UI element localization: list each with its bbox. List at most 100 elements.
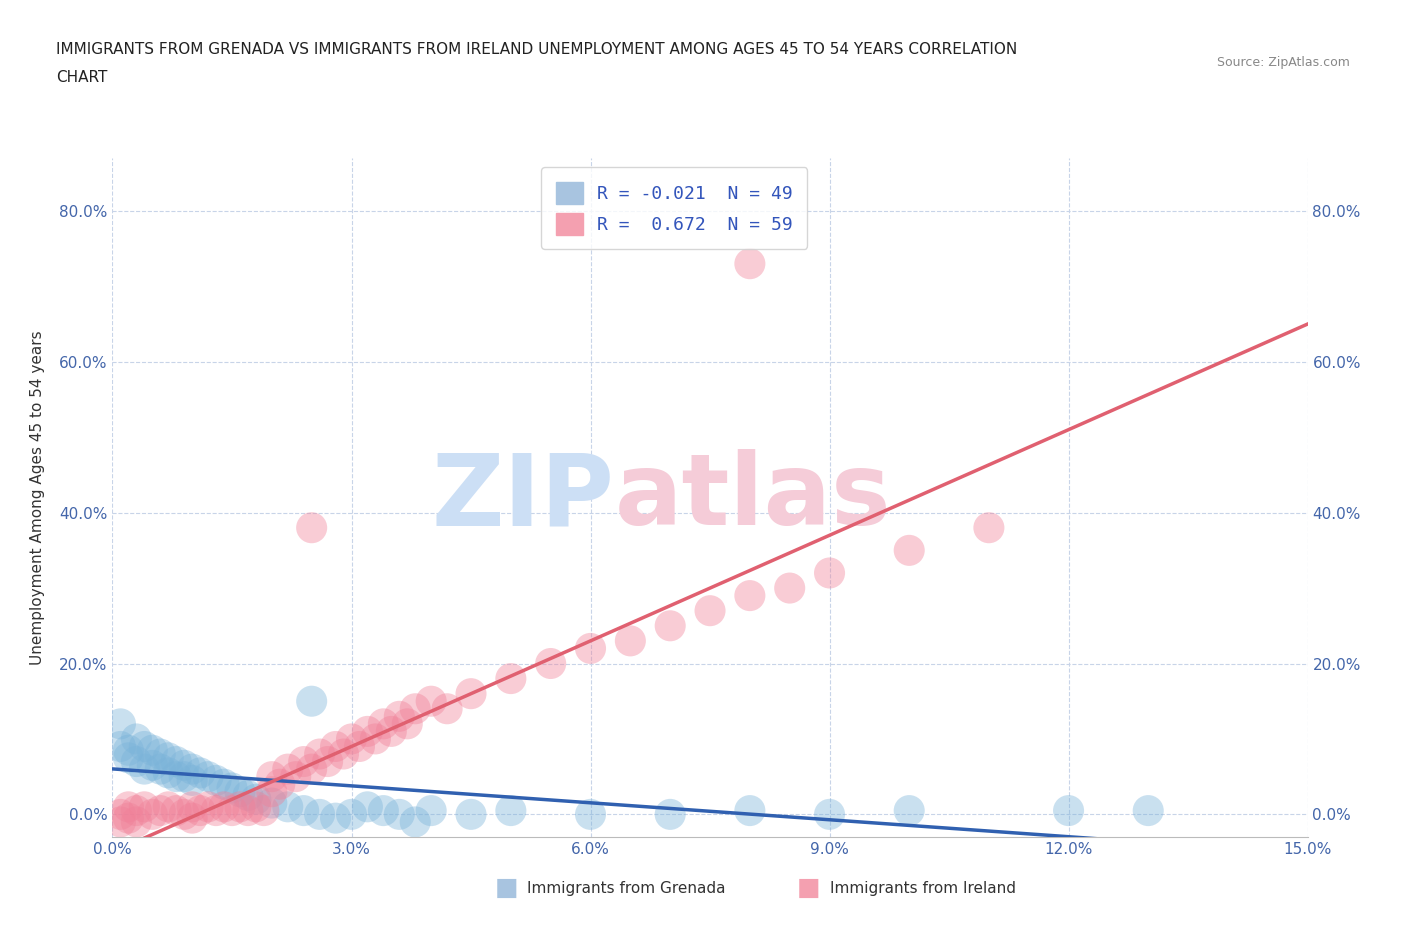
Point	[308, 747, 330, 762]
Point	[332, 747, 354, 762]
Point	[125, 732, 148, 747]
Point	[738, 257, 761, 272]
Text: Immigrants from Ireland: Immigrants from Ireland	[830, 881, 1015, 896]
Point	[284, 769, 307, 784]
Point	[134, 762, 156, 777]
Point	[292, 804, 315, 818]
Point	[349, 739, 371, 754]
Point	[229, 800, 252, 815]
Point	[738, 588, 761, 603]
Point	[340, 807, 363, 822]
Point	[134, 739, 156, 754]
Y-axis label: Unemployment Among Ages 45 to 54 years: Unemployment Among Ages 45 to 54 years	[31, 330, 45, 665]
Point	[197, 800, 219, 815]
Point	[110, 815, 132, 830]
Point	[404, 701, 426, 716]
Point	[292, 754, 315, 769]
Point	[579, 641, 602, 656]
Point	[125, 754, 148, 769]
Point	[157, 751, 180, 765]
Point	[236, 804, 259, 818]
Point	[229, 784, 252, 799]
Text: IMMIGRANTS FROM GRENADA VS IMMIGRANTS FROM IRELAND UNEMPLOYMENT AMONG AGES 45 TO: IMMIGRANTS FROM GRENADA VS IMMIGRANTS FR…	[56, 42, 1018, 57]
Point	[420, 694, 443, 709]
Point	[197, 769, 219, 784]
Point	[110, 716, 132, 731]
Point	[188, 765, 211, 780]
Point	[301, 520, 323, 535]
Text: atlas: atlas	[614, 449, 891, 546]
Point	[818, 565, 841, 580]
Point	[388, 709, 411, 724]
Point	[173, 758, 195, 773]
Point	[364, 732, 387, 747]
Point	[173, 807, 195, 822]
Text: CHART: CHART	[56, 70, 108, 85]
Point	[659, 807, 682, 822]
Point	[340, 732, 363, 747]
Point	[356, 724, 378, 738]
Point	[499, 671, 522, 686]
Point	[779, 580, 801, 595]
Point	[396, 716, 419, 731]
Point	[205, 804, 228, 818]
Point	[898, 543, 921, 558]
Point	[173, 769, 195, 784]
Point	[134, 800, 156, 815]
Point	[205, 773, 228, 788]
Point	[125, 815, 148, 830]
Point	[738, 804, 761, 818]
Point	[212, 800, 235, 815]
Point	[260, 769, 283, 784]
Point	[301, 762, 323, 777]
Point	[373, 716, 395, 731]
Point	[325, 811, 347, 826]
Point	[221, 804, 243, 818]
Point	[436, 701, 458, 716]
Point	[149, 747, 172, 762]
Point	[181, 800, 204, 815]
Point	[1137, 804, 1160, 818]
Point	[165, 769, 187, 784]
Point	[141, 807, 163, 822]
Legend: R = -0.021  N = 49, R =  0.672  N = 59: R = -0.021 N = 49, R = 0.672 N = 59	[541, 167, 807, 249]
Point	[260, 784, 283, 799]
Point	[277, 800, 299, 815]
Text: Source: ZipAtlas.com: Source: ZipAtlas.com	[1216, 56, 1350, 69]
Text: ZIP: ZIP	[432, 449, 614, 546]
Point	[460, 686, 482, 701]
Point	[460, 807, 482, 822]
Point	[181, 762, 204, 777]
Point	[188, 804, 211, 818]
Point	[141, 758, 163, 773]
Text: Immigrants from Grenada: Immigrants from Grenada	[527, 881, 725, 896]
Point	[125, 804, 148, 818]
Point	[301, 694, 323, 709]
Point	[277, 762, 299, 777]
Point	[141, 743, 163, 758]
Text: ■: ■	[495, 876, 517, 900]
Point	[699, 604, 721, 618]
Point	[356, 800, 378, 815]
Point	[499, 804, 522, 818]
Point	[404, 815, 426, 830]
Point	[181, 811, 204, 826]
Point	[659, 618, 682, 633]
Point	[818, 807, 841, 822]
Point	[117, 800, 139, 815]
Point	[157, 765, 180, 780]
Point	[236, 788, 259, 803]
Point	[579, 807, 602, 822]
Point	[308, 807, 330, 822]
Point	[221, 780, 243, 795]
Point	[117, 743, 139, 758]
Point	[260, 796, 283, 811]
Point	[898, 804, 921, 818]
Point	[149, 804, 172, 818]
Point	[1057, 804, 1080, 818]
Point	[269, 777, 291, 791]
Point	[316, 754, 339, 769]
Point	[110, 739, 132, 754]
Point	[325, 739, 347, 754]
Point	[110, 807, 132, 822]
